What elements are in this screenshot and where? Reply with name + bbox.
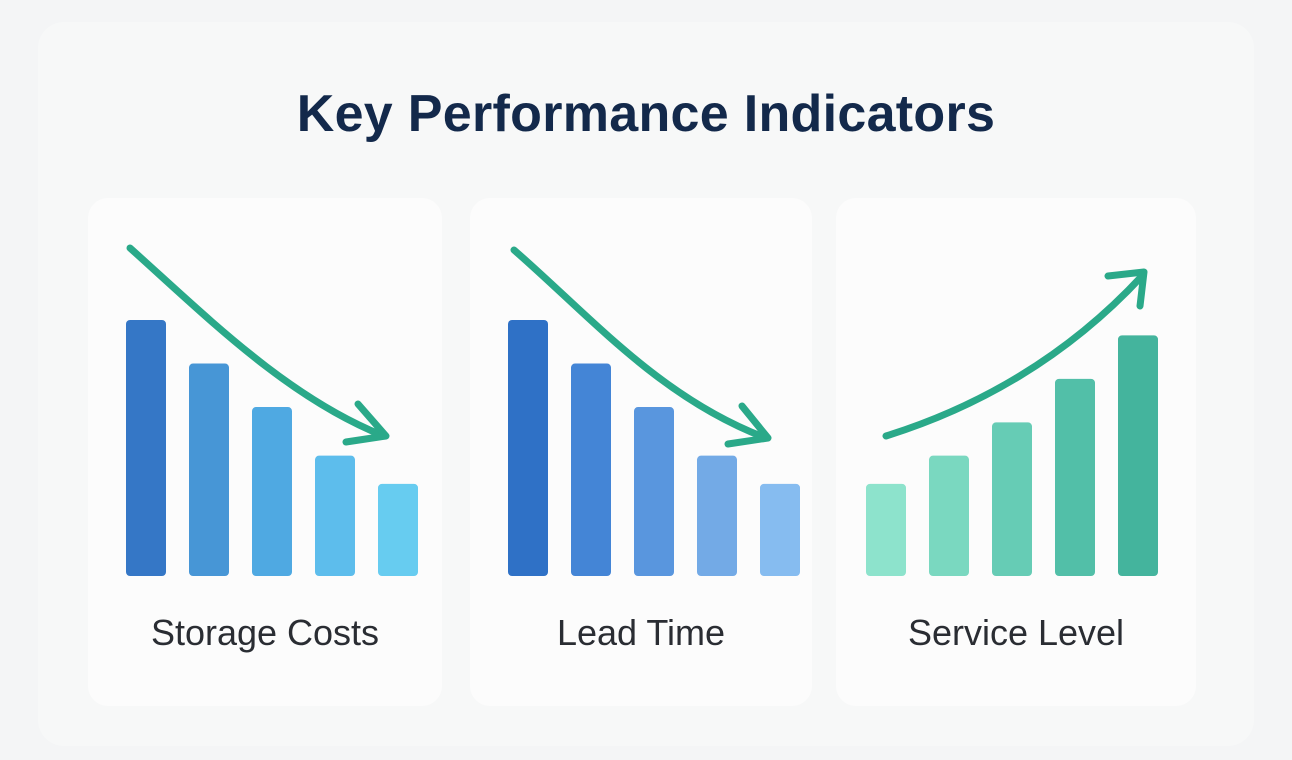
storage-costs-chart [126, 244, 418, 576]
storage-costs-bar-4 [315, 455, 355, 576]
storage-costs-bar-3 [252, 407, 292, 576]
service-level-bar-5 [1118, 335, 1158, 576]
service-level-trend-arrow [882, 272, 1146, 440]
kpi-label-service-level: Service Level [907, 612, 1125, 653]
kpi-card-service-level: Service Level [836, 198, 1196, 706]
service-level-bar-4 [1055, 378, 1095, 576]
storage-costs-bar-1 [126, 320, 166, 576]
lead-time-chart [508, 246, 800, 576]
kpi-label-lead-time: Lead Time [556, 612, 726, 653]
kpi-label-storage-costs: Storage Costs [150, 612, 380, 653]
kpi-card-storage-costs: Storage Costs [88, 198, 442, 706]
lead-time-trend-arrow [510, 246, 770, 442]
lead-time-bar-3 [634, 407, 674, 576]
lead-time-bar-5 [760, 483, 800, 576]
arrow-head-icon [342, 400, 390, 446]
storage-costs-bar-2 [189, 363, 229, 576]
page-title: Key Performance Indicators [296, 85, 996, 143]
lead-time-bar-2 [571, 363, 611, 576]
service-level-bar-2 [929, 455, 969, 576]
kpi-card-lead-time: Lead Time [470, 198, 812, 706]
storage-costs-trend-arrow [126, 244, 388, 440]
arrow-head-icon [724, 402, 772, 448]
lead-time-bar-4 [697, 455, 737, 576]
lead-time-bar-1 [508, 320, 548, 576]
arrow-head-icon [1104, 268, 1148, 310]
service-level-bar-3 [992, 422, 1032, 576]
storage-costs-bar-5 [378, 483, 418, 576]
service-level-chart [866, 268, 1158, 576]
service-level-bar-1 [866, 483, 906, 576]
